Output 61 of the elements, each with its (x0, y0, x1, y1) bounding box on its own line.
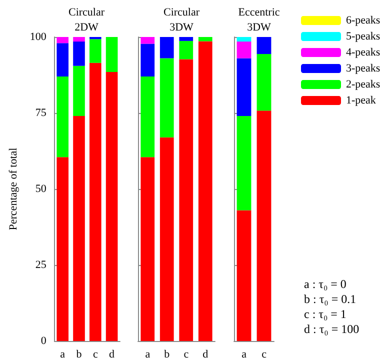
bar (106, 72, 118, 341)
y-tick-label: 100 (30, 31, 47, 43)
bar (140, 37, 155, 44)
legend-label: 3-peaks (346, 62, 380, 74)
legend-label: 2-peaks (346, 78, 380, 90)
x-tick-label: d (202, 348, 209, 360)
bar (179, 40, 194, 60)
y-tick-label: 25 (35, 259, 47, 271)
legend-label: 4-peaks (346, 46, 380, 58)
bar (140, 44, 155, 77)
x-tick-label: b (76, 348, 82, 360)
x-tick-label: b (164, 348, 170, 360)
x-tick-label: a (145, 348, 150, 360)
bar (256, 54, 272, 111)
bar (160, 137, 174, 341)
bar (160, 37, 174, 58)
legend-label: 6-peaks (346, 14, 380, 26)
y-tick-label: 75 (35, 107, 47, 119)
chart-title: Circular 2DW (68, 6, 105, 34)
bar (236, 58, 252, 116)
chart-title: Eccentric 3DW (238, 6, 280, 34)
legend-label: 5-peaks (346, 30, 380, 42)
bar (256, 110, 272, 341)
bar (140, 157, 155, 341)
x-tick-label: a (60, 348, 66, 360)
bar (236, 116, 252, 210)
x-tick-label: c (92, 348, 98, 360)
bar (160, 58, 174, 138)
bar (198, 41, 212, 341)
bar (73, 116, 85, 341)
bar (56, 37, 69, 44)
bar (236, 210, 252, 341)
y-axis-title: Percentage of total (8, 148, 20, 230)
bar (73, 66, 85, 116)
bar (198, 37, 212, 42)
bar (106, 37, 118, 72)
x-tick-label: c (184, 348, 189, 360)
bar (256, 37, 272, 54)
x-tick-label: d (109, 348, 116, 360)
text: c : τ₀ = 1 (304, 307, 346, 321)
bar (56, 76, 69, 158)
bar (73, 37, 85, 42)
text: d : τ₀ = 100 (304, 322, 360, 336)
bar (140, 76, 155, 158)
text: b : τ₀ = 0.1 (304, 292, 356, 306)
text: a : τ₀ = 0 (304, 277, 346, 291)
x-tick-label: a (242, 348, 247, 360)
bar (236, 42, 252, 58)
bar (236, 37, 252, 42)
x-tick-label: c (262, 348, 267, 360)
chart-title: Circular 3DW (163, 6, 200, 34)
y-tick-label: 0 (40, 335, 47, 347)
y-tick-label: 50 (35, 183, 47, 195)
bar (73, 42, 85, 66)
bar (89, 62, 102, 341)
bar (56, 43, 69, 77)
bar (89, 39, 102, 63)
bar (56, 157, 69, 341)
bar (179, 37, 194, 41)
bar (179, 59, 194, 341)
legend-label: 1-peak (346, 94, 376, 106)
